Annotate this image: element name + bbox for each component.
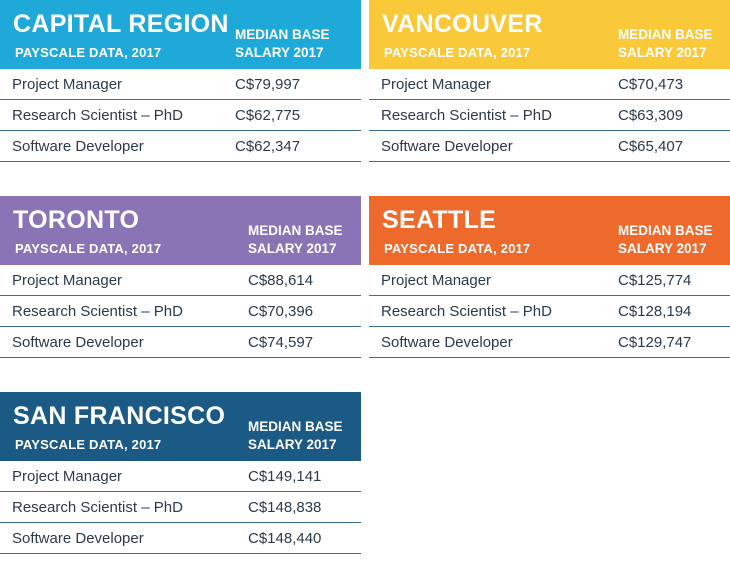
salary-value: C$148,838 bbox=[248, 499, 322, 516]
column-header-line-1: MEDIAN BASE bbox=[248, 223, 343, 238]
salary-value: C$148,440 bbox=[248, 530, 322, 547]
column-header-line-2: SALARY 2017 bbox=[248, 241, 337, 256]
salary-value: C$70,473 bbox=[618, 76, 684, 93]
source-label: PAYSCALE DATA, 2017 bbox=[384, 45, 531, 60]
column-header-line-1: MEDIAN BASE bbox=[248, 419, 343, 434]
table-row: Research Scientist – PhD C$128,194 bbox=[369, 296, 730, 327]
salary-value: C$65,407 bbox=[618, 138, 684, 155]
column-header-line-2: SALARY 2017 bbox=[248, 437, 337, 452]
table-row: Project Manager C$149,141 bbox=[0, 461, 361, 492]
salary-value: C$129,747 bbox=[618, 334, 692, 351]
salary-value: C$74,597 bbox=[248, 334, 314, 351]
job-title: Software Developer bbox=[381, 334, 513, 351]
table-vancouver: VANCOUVER PAYSCALE DATA, 2017 MEDIAN BAS… bbox=[369, 0, 730, 162]
salary-value: C$79,997 bbox=[235, 76, 301, 93]
table-header: CAPITAL REGION PAYSCALE DATA, 2017 MEDIA… bbox=[0, 0, 361, 69]
city-title: CAPITAL REGION bbox=[13, 10, 229, 38]
table-row: Software Developer C$74,597 bbox=[0, 327, 361, 358]
table-header: SAN FRANCISCO PAYSCALE DATA, 2017 MEDIAN… bbox=[0, 392, 361, 461]
city-title: VANCOUVER bbox=[382, 10, 543, 38]
table-row: Research Scientist – PhD C$148,838 bbox=[0, 492, 361, 523]
job-title: Software Developer bbox=[12, 138, 144, 155]
table-row: Project Manager C$88,614 bbox=[0, 265, 361, 296]
job-title: Project Manager bbox=[12, 272, 123, 289]
city-title: SEATTLE bbox=[382, 206, 497, 234]
table-toronto: TORONTO PAYSCALE DATA, 2017 MEDIAN BASE … bbox=[0, 196, 361, 358]
table-header: SEATTLE PAYSCALE DATA, 2017 MEDIAN BASE … bbox=[369, 196, 730, 265]
column-header-line-1: MEDIAN BASE bbox=[235, 27, 330, 42]
salary-value: C$70,396 bbox=[248, 303, 314, 320]
job-title: Research Scientist – PhD bbox=[12, 303, 183, 320]
job-title: Research Scientist – PhD bbox=[381, 107, 552, 124]
table-row: Research Scientist – PhD C$63,309 bbox=[369, 100, 730, 131]
table-header: TORONTO PAYSCALE DATA, 2017 MEDIAN BASE … bbox=[0, 196, 361, 265]
salary-value: C$125,774 bbox=[618, 272, 692, 289]
source-label: PAYSCALE DATA, 2017 bbox=[15, 45, 162, 60]
job-title: Project Manager bbox=[381, 272, 492, 289]
column-header: MEDIAN BASE SALARY 2017 bbox=[248, 418, 343, 454]
job-title: Software Developer bbox=[12, 530, 144, 547]
table-row: Project Manager C$70,473 bbox=[369, 69, 730, 100]
job-title: Project Manager bbox=[12, 468, 123, 485]
column-header: MEDIAN BASE SALARY 2017 bbox=[235, 26, 330, 62]
salary-value: C$128,194 bbox=[618, 303, 692, 320]
table-capital-region: CAPITAL REGION PAYSCALE DATA, 2017 MEDIA… bbox=[0, 0, 361, 162]
salary-value: C$88,614 bbox=[248, 272, 314, 289]
job-title: Software Developer bbox=[381, 138, 513, 155]
column-header: MEDIAN BASE SALARY 2017 bbox=[618, 26, 713, 62]
job-title: Research Scientist – PhD bbox=[12, 499, 183, 516]
salary-value: C$62,347 bbox=[235, 138, 301, 155]
table-row: Software Developer C$129,747 bbox=[369, 327, 730, 358]
column-header-line-2: SALARY 2017 bbox=[618, 45, 707, 60]
salary-value: C$63,309 bbox=[618, 107, 684, 124]
column-header-line-1: MEDIAN BASE bbox=[618, 27, 713, 42]
city-title: SAN FRANCISCO bbox=[13, 402, 226, 430]
table-header: VANCOUVER PAYSCALE DATA, 2017 MEDIAN BAS… bbox=[369, 0, 730, 69]
job-title: Research Scientist – PhD bbox=[381, 303, 552, 320]
table-seattle: SEATTLE PAYSCALE DATA, 2017 MEDIAN BASE … bbox=[369, 196, 730, 358]
column-header: MEDIAN BASE SALARY 2017 bbox=[248, 222, 343, 258]
job-title: Research Scientist – PhD bbox=[12, 107, 183, 124]
table-row: Software Developer C$65,407 bbox=[369, 131, 730, 162]
column-header-line-1: MEDIAN BASE bbox=[618, 223, 713, 238]
column-header-line-2: SALARY 2017 bbox=[618, 241, 707, 256]
job-title: Software Developer bbox=[12, 334, 144, 351]
source-label: PAYSCALE DATA, 2017 bbox=[384, 241, 531, 256]
source-label: PAYSCALE DATA, 2017 bbox=[15, 437, 162, 452]
table-row: Software Developer C$148,440 bbox=[0, 523, 361, 554]
salary-value: C$62,775 bbox=[235, 107, 301, 124]
table-row: Project Manager C$79,997 bbox=[0, 69, 361, 100]
table-san-francisco: SAN FRANCISCO PAYSCALE DATA, 2017 MEDIAN… bbox=[0, 392, 361, 554]
job-title: Project Manager bbox=[381, 76, 492, 93]
table-row: Software Developer C$62,347 bbox=[0, 131, 361, 162]
table-row: Research Scientist – PhD C$70,396 bbox=[0, 296, 361, 327]
table-row: Research Scientist – PhD C$62,775 bbox=[0, 100, 361, 131]
city-title: TORONTO bbox=[13, 206, 140, 234]
source-label: PAYSCALE DATA, 2017 bbox=[15, 241, 162, 256]
table-row: Project Manager C$125,774 bbox=[369, 265, 730, 296]
salary-value: C$149,141 bbox=[248, 468, 322, 485]
column-header-line-2: SALARY 2017 bbox=[235, 45, 324, 60]
job-title: Project Manager bbox=[12, 76, 123, 93]
column-header: MEDIAN BASE SALARY 2017 bbox=[618, 222, 713, 258]
